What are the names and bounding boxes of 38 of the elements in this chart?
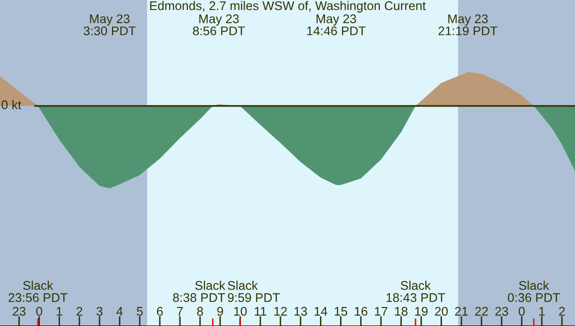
x-tick-label: 7 [177, 307, 183, 316]
text: May 23 3:30 PDT [84, 14, 136, 36]
x-tick-label: 5 [136, 307, 143, 316]
ref-line-label: Slack 9:59 PDT [228, 280, 280, 302]
x-tick-label: 1 [56, 307, 62, 316]
x-tick-label: 19 [415, 306, 428, 316]
x-tick-label: 20 [434, 306, 448, 316]
x-tick-label: 18 [395, 306, 408, 316]
ref-line-label: Slack 23:56 PDT [8, 280, 68, 302]
x-tick-label: 22 [475, 306, 488, 316]
x-tick-label: 21 [455, 306, 468, 316]
x-tick-label: 14 [314, 307, 328, 316]
x-tick-label: 13 [294, 306, 307, 316]
x-tick-label: 15 [334, 307, 348, 316]
ref-line-label: Slack 0:36 PDT [508, 280, 560, 302]
x-tick-label: 0 [518, 306, 525, 316]
x-tick-label: 23 [12, 306, 26, 316]
ref-line-label: Slack 8:38 PDT [173, 280, 226, 302]
x-tick-label: 3 [96, 306, 102, 316]
x-tick-label: 8 [197, 306, 203, 316]
x-tick-label: 12 [274, 306, 287, 316]
x-tick-label: 17 [374, 307, 388, 316]
x-tick-label: 9 [217, 306, 224, 316]
x-tick-label: 10 [234, 306, 247, 316]
x-tick-label: 23 [495, 306, 508, 316]
x-tick-label: 6 [156, 306, 163, 316]
x-tick-label: 0 [36, 306, 42, 316]
text: May 23 21:19 PDT [438, 14, 498, 36]
x-tick-label: 16 [354, 306, 368, 316]
ref-line-label: Slack 18:43 PDT [386, 280, 446, 302]
x-tick-label: 4 [116, 307, 123, 316]
text: May 23 14:46 PDT [307, 14, 366, 36]
chart-title: Edmonds, 2.7 miles WSW of, Washington Current [150, 0, 426, 13]
x-tick-label: 1 [539, 307, 545, 316]
text: May 23 8:56 PDT [192, 14, 245, 36]
x-tick-label: 2 [559, 306, 565, 316]
x-tick-label: 11 [254, 307, 266, 316]
x-tick-label: 2 [76, 306, 82, 316]
